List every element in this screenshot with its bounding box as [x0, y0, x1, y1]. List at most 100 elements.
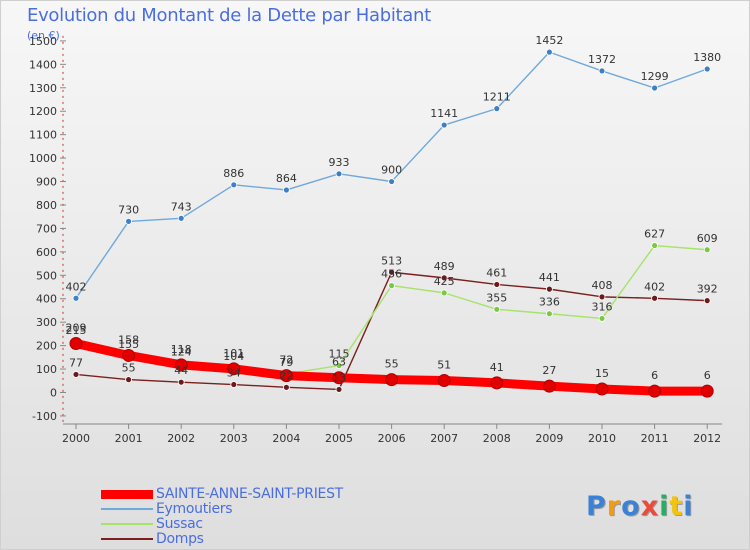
data-label-eymoutiers: 1380	[693, 51, 721, 64]
y-tick-label: 400	[36, 293, 57, 306]
legend-label: SAINTE-ANNE-SAINT-PRIEST	[156, 486, 343, 502]
data-label-sussac: 355	[486, 291, 507, 304]
data-point-sainte-anne-saint-priest	[227, 362, 241, 376]
data-point-eymoutiers	[230, 181, 238, 189]
data-label-domps: 22	[279, 369, 293, 382]
y-tick-label: 800	[36, 199, 57, 212]
data-label-sainte-anne-saint-priest: 41	[490, 361, 504, 374]
data-point-eymoutiers	[546, 48, 553, 56]
data-label-sainte-anne-saint-priest: 27	[542, 364, 556, 377]
logo-letter: P	[586, 491, 607, 522]
x-tick-label: 2008	[483, 432, 511, 445]
data-point-domps	[230, 381, 238, 388]
legend-swatch	[101, 523, 153, 525]
data-point-sainte-anne-saint-priest	[542, 379, 556, 393]
data-label-sussac: 316	[592, 300, 613, 313]
data-label-sussac: 425	[434, 275, 455, 288]
data-point-sussac	[493, 305, 501, 313]
data-point-sussac	[388, 282, 396, 290]
data-label-sainte-anne-saint-priest: 6	[704, 369, 711, 382]
data-point-eymoutiers	[72, 294, 80, 302]
data-point-domps	[177, 378, 185, 386]
data-label-domps: 461	[486, 266, 507, 279]
data-point-sussac	[651, 242, 658, 249]
data-point-eymoutiers	[282, 186, 290, 194]
data-point-sainte-anne-saint-priest	[174, 358, 188, 372]
data-label-eymoutiers: 1141	[430, 107, 458, 120]
data-point-domps	[546, 285, 553, 293]
data-point-sainte-anne-saint-priest	[700, 384, 714, 398]
data-label-sainte-anne-saint-priest: 63	[332, 356, 346, 369]
proxiti-logo: Proxiti	[586, 491, 694, 522]
x-tick-label: 2001	[115, 432, 143, 445]
data-label-sussac: 155	[118, 338, 139, 351]
y-tick-label: 1200	[29, 105, 57, 118]
data-label-eymoutiers: 1372	[588, 53, 616, 66]
data-point-domps	[651, 294, 658, 302]
x-tick-label: 2010	[588, 432, 616, 445]
data-label-sussac: 79	[279, 356, 293, 369]
data-point-eymoutiers	[388, 178, 396, 185]
x-tick-label: 2009	[535, 432, 563, 445]
logo-letter: i	[683, 491, 694, 522]
y-tick-label: 0	[50, 387, 57, 400]
data-point-sainte-anne-saint-priest	[595, 382, 609, 396]
data-point-domps	[440, 274, 448, 282]
logo-letter: i	[659, 491, 670, 522]
data-label-eymoutiers: 933	[329, 156, 350, 169]
data-point-eymoutiers	[125, 217, 132, 225]
data-label-domps: 77	[69, 356, 83, 369]
data-point-sussac	[598, 315, 606, 322]
logo-letter: o	[621, 491, 641, 522]
y-tick-label: -100	[32, 410, 57, 423]
data-label-eymoutiers: 402	[66, 280, 87, 293]
data-label-eymoutiers: 1452	[535, 34, 563, 47]
data-point-domps	[125, 376, 132, 384]
data-label-sussac: 456	[381, 268, 402, 281]
data-label-sainte-anne-saint-priest: 209	[66, 322, 87, 335]
x-tick-label: 2004	[272, 432, 300, 445]
data-label-sussac: 336	[539, 296, 560, 309]
chart-title: Evolution du Montant de la Dette par Hab…	[27, 5, 431, 26]
series-markers	[69, 48, 714, 398]
axes: -100 0 100 200 300 400 500 600 700 800 900 1000 1100…	[29, 35, 723, 445]
data-label-sainte-anne-saint-priest: 15	[595, 367, 609, 380]
y-tick-label: 300	[36, 316, 57, 329]
data-label-eymoutiers: 886	[223, 167, 244, 180]
data-label-domps: 402	[644, 280, 665, 293]
data-label-domps: 55	[122, 362, 136, 375]
logo-letter: r	[606, 491, 622, 522]
data-point-sussac	[440, 289, 448, 297]
x-tick-label: 2012	[693, 432, 721, 445]
data-label-sainte-anne-saint-priest: 6	[651, 369, 658, 382]
x-tick-label: 2002	[167, 432, 195, 445]
legend-swatch	[101, 538, 153, 540]
data-point-domps	[335, 386, 343, 393]
data-point-sainte-anne-saint-priest	[437, 374, 451, 388]
data-label-domps: 13	[332, 371, 346, 384]
data-point-sainte-anne-saint-priest	[279, 369, 293, 383]
logo-letter: t	[669, 491, 684, 522]
data-point-domps	[282, 383, 290, 391]
data-point-domps	[388, 268, 396, 276]
x-tick-label: 2003	[220, 432, 248, 445]
y-tick-label: 1000	[29, 152, 57, 165]
y-tick-label: 200	[36, 340, 57, 353]
data-label-eymoutiers: 1299	[641, 70, 669, 83]
data-label-sainte-anne-saint-priest: 158	[118, 333, 139, 346]
data-label-sussac: 215	[66, 324, 87, 337]
data-label-eymoutiers: 864	[276, 172, 297, 185]
data-point-eymoutiers	[651, 84, 658, 92]
data-point-sussac	[546, 310, 553, 318]
data-label-sainte-anne-saint-priest: 51	[437, 359, 451, 372]
data-label-domps: 392	[697, 283, 718, 296]
data-label-domps: 34	[227, 367, 241, 380]
legend-swatch	[101, 490, 153, 499]
y-tick-label: 1500	[29, 35, 57, 48]
x-tick-label: 2000	[62, 432, 90, 445]
data-point-sainte-anne-saint-priest	[122, 348, 136, 362]
legend-label: Domps	[156, 531, 204, 547]
